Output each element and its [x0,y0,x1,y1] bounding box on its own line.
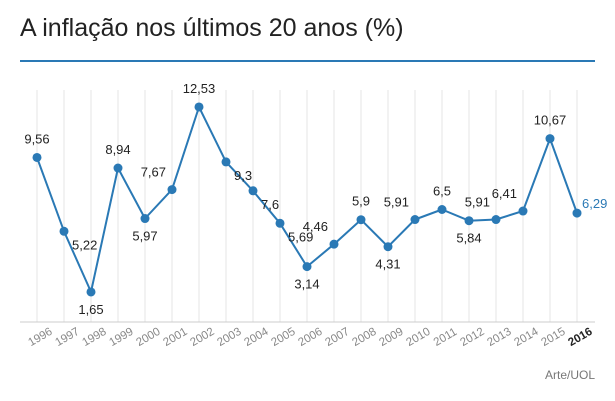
x-tick-2013: 2013 [485,326,513,349]
data-point-1996 [32,152,42,162]
x-tick-2011: 2011 [432,326,459,349]
x-tick-2006: 2006 [296,326,324,349]
data-label-2007: 4,46 [303,219,328,234]
x-tick-2012: 2012 [458,326,486,349]
chart-title: A inflação nos últimos 20 anos (%) [20,14,404,42]
credit-text: Arte/UOL [544,368,595,382]
x-tick-1996: 1996 [26,326,54,349]
data-point-2009 [383,242,393,252]
data-point-2004 [248,186,258,196]
x-tick-2004: 2004 [242,326,271,349]
data-point-2001 [167,185,177,195]
x-tick-2008: 2008 [350,326,378,349]
data-label-1998: 1,65 [78,302,103,317]
data-label-1996: 9,56 [24,131,49,146]
x-tick-2009: 2009 [377,326,405,349]
x-tick-2000: 2000 [134,326,162,349]
data-point-2016 [572,208,582,218]
data-labels: 9,56 5,22 1,65 8,94 5,97 7,67 12,53 9,3 7,6 5,69 3… [24,81,607,317]
data-points [32,102,582,297]
data-point-2007 [329,239,339,249]
x-tick-2010: 2010 [404,326,432,349]
x-tick-1999: 1999 [107,326,135,349]
data-point-2013 [491,215,501,225]
data-point-2006 [302,262,312,272]
x-tick-2016: 2016 [566,326,594,349]
x-tick-1998: 1998 [80,326,108,349]
data-point-2015 [545,134,555,144]
grid-lines [20,90,595,323]
data-label-2014: 6,41 [492,186,517,201]
data-label-2009: 4,31 [375,257,400,272]
data-label-1999: 8,94 [105,142,130,157]
data-point-1999 [113,163,123,173]
x-tick-2005: 2005 [269,326,297,349]
data-point-2005 [275,218,285,228]
data-label-2006: 3,14 [294,277,319,292]
data-point-2002 [194,102,204,112]
data-label-2001: 7,67 [141,165,166,180]
data-label-2003: 9,3 [234,168,252,183]
data-label-1997: 5,22 [72,237,97,252]
data-point-1998 [86,287,96,297]
data-point-2014 [518,206,528,216]
data-label-2002: 12,53 [183,81,216,96]
data-label-2010: 5,91 [384,195,409,210]
data-point-2011 [437,205,447,214]
data-point-1997 [59,226,69,236]
x-tick-2007: 2007 [323,326,351,349]
data-point-2000 [140,214,150,224]
data-point-2012 [464,216,474,226]
data-label-2005: 5,69 [288,229,313,244]
x-tick-2001: 2001 [161,326,189,349]
x-tick-2014: 2014 [512,326,541,349]
data-label-2016: 6,29 [582,196,607,211]
x-tick-2015: 2015 [539,326,567,349]
data-point-2008 [356,215,366,225]
data-label-2011: 6,5 [433,184,451,199]
data-point-2010 [410,215,420,225]
x-tick-2003: 2003 [215,326,243,349]
data-label-2004: 7,6 [261,197,279,212]
data-point-2003 [221,157,231,167]
x-tick-2002: 2002 [188,326,216,349]
data-label-2012: 5,84 [456,231,481,246]
data-label-2008: 5,9 [352,194,370,209]
data-label-2013: 5,91 [465,195,490,210]
x-tick-1997: 1997 [53,326,81,349]
data-label-2015: 10,67 [534,113,567,128]
title-underline [20,60,595,62]
x-axis-ticks: 1996199719981999200020012002200320042005… [26,326,594,349]
data-label-2000: 5,97 [132,229,157,244]
